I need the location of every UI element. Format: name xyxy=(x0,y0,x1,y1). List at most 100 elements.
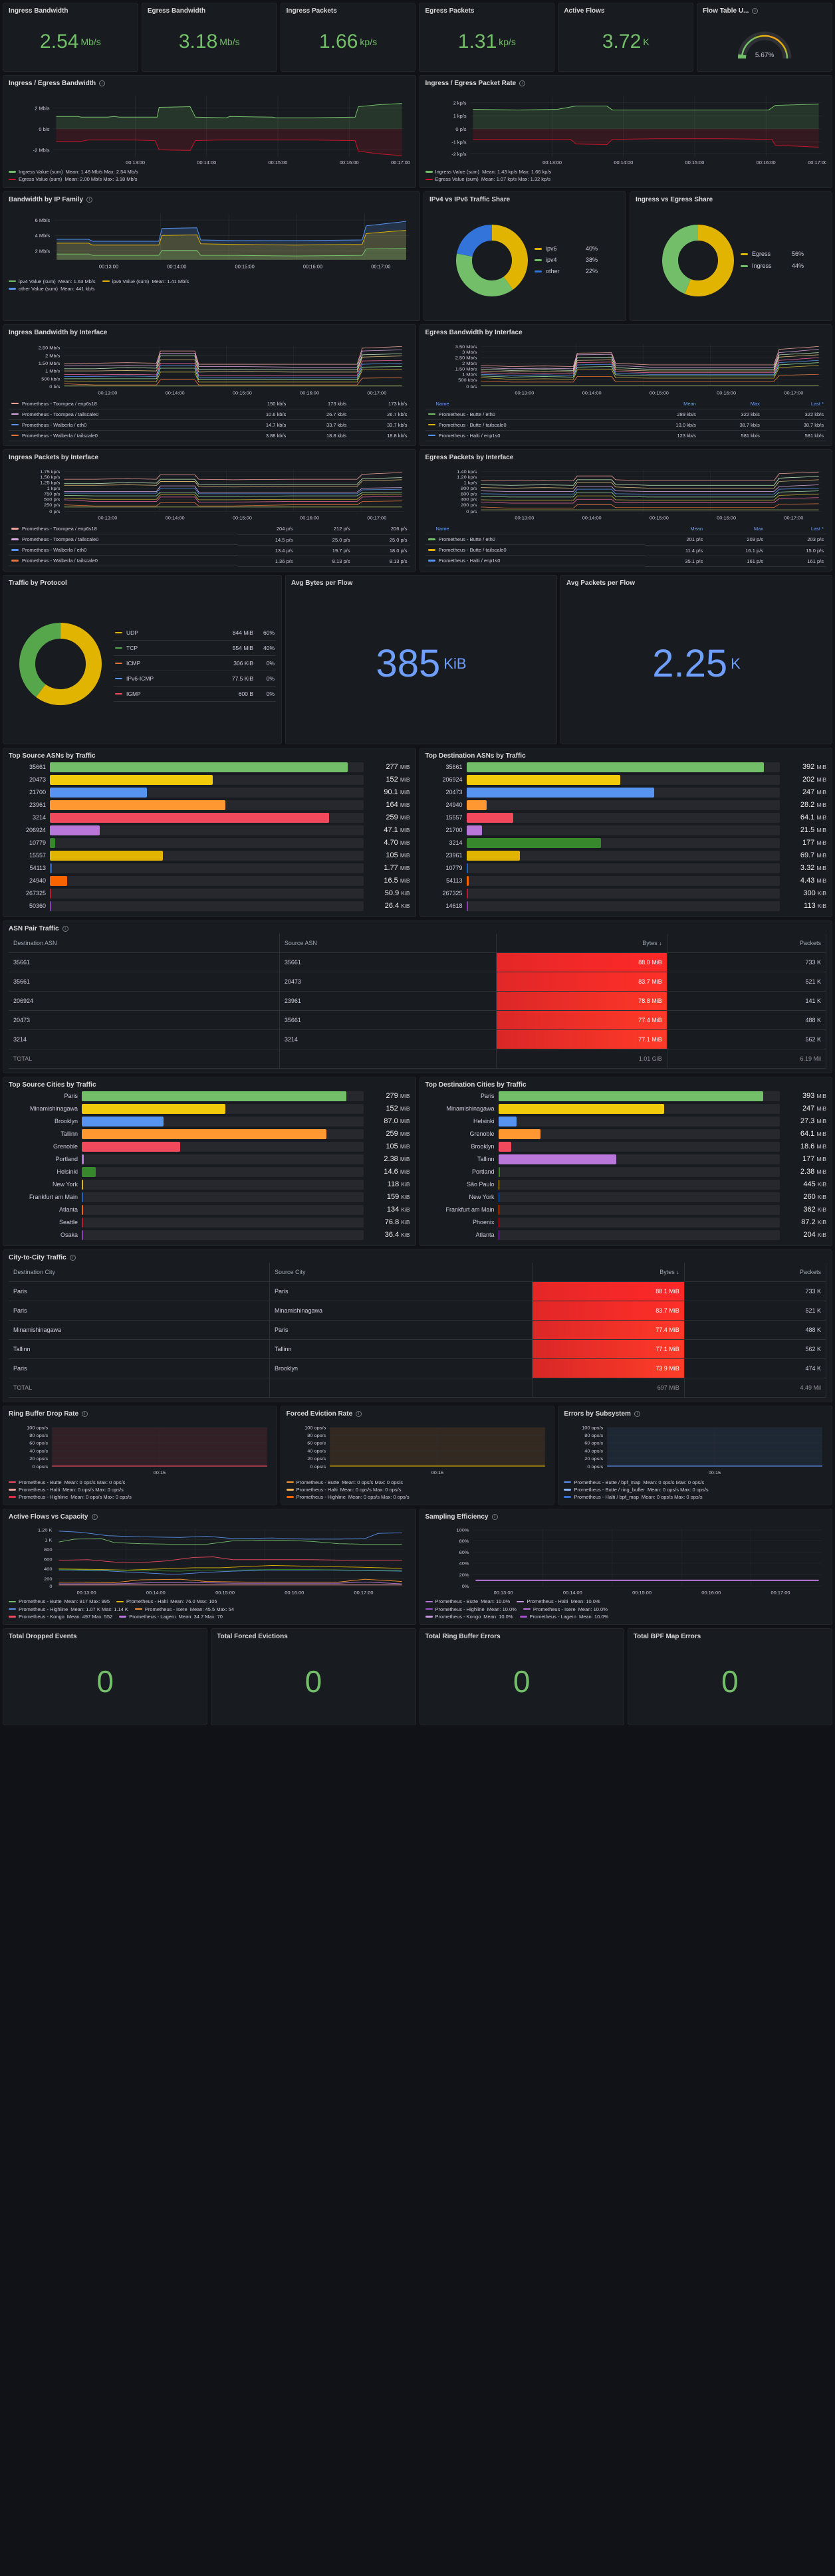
panel-top-source-cities[interactable]: Top Source Cities by Traffic Paris 279 Mi… xyxy=(3,1076,416,1246)
bar-gauge-row[interactable]: Portland 2.38 MiB xyxy=(425,1166,826,1178)
bar-gauge-row[interactable]: Seattle 76.8 KiB xyxy=(9,1216,410,1229)
table-row[interactable]: 35661 35661 88.0 MiB 733 K xyxy=(9,952,827,972)
bar-gauge-row[interactable]: São Paulo 445 KiB xyxy=(425,1178,826,1191)
bar-gauge-row[interactable]: Tallinn 177 MiB xyxy=(425,1153,826,1166)
gauge-panel-flow-table-utilization[interactable]: Flow Table U... i 5.67% xyxy=(697,3,832,72)
legend-col-max[interactable]: Max xyxy=(698,398,763,409)
pie-legend-item[interactable]: Egress 56% xyxy=(741,249,804,260)
protocol-legend-item[interactable]: ICMP 306 KiB 0% xyxy=(114,656,276,671)
legend-item[interactable]: Egress Value (sum) Mean: 1.07 kp/s Max: 1… xyxy=(425,175,550,183)
col-packets[interactable]: Packets xyxy=(684,1262,827,1282)
bar-gauge-row[interactable]: 10779 4.70 MiB xyxy=(9,837,410,849)
legend-table-row[interactable]: Prometheus - Halti / enp1s0 123 kb/s 581 k… xyxy=(425,430,826,441)
legend-item[interactable]: Prometheus - Highline Mean: 0 ops/s Max: … xyxy=(9,1493,132,1501)
pie-legend-item[interactable]: ipv4 38% xyxy=(535,255,598,266)
info-icon[interactable]: i xyxy=(491,1514,498,1521)
bar-gauge-row[interactable]: 23961 69.7 MiB xyxy=(425,849,826,862)
bar-gauge-row[interactable]: 267325 50.9 KiB xyxy=(9,887,410,900)
bar-gauge-row[interactable]: 21700 21.5 MiB xyxy=(425,824,826,837)
stat-panel-total-bpf-map-errors[interactable]: Total BPF Map Errors 0 xyxy=(627,1628,832,1725)
panel-avg-bytes-per-flow[interactable]: Avg Bytes per Flow 385 KiB xyxy=(285,574,557,744)
legend-col-mean[interactable]: Mean xyxy=(645,524,706,534)
table-row[interactable]: 20473 35661 77.4 MiB 488 K xyxy=(9,1010,827,1030)
bar-gauge-row[interactable]: Grenoble 105 MiB xyxy=(9,1140,410,1153)
stat-panel-total-forced-evictions[interactable]: Total Forced Evictions 0 xyxy=(211,1628,416,1725)
bar-gauge-row[interactable]: 15557 64.1 MiB xyxy=(425,811,826,824)
panel-ingress-bandwidth-by-interface[interactable]: Ingress Bandwidth by Interface xyxy=(3,324,416,446)
bar-gauge-row[interactable]: New York 118 KiB xyxy=(9,1178,410,1191)
col-destination-asn[interactable]: Destination ASN xyxy=(9,933,280,953)
bar-gauge-row[interactable]: Tallinn 259 MiB xyxy=(9,1128,410,1140)
legend-table-row[interactable]: Prometheus - Toompea / tailscale0 14.5 p/… xyxy=(9,534,410,546)
legend-item[interactable]: Prometheus - Halti Mean: 76.0 Max: 105 xyxy=(116,1598,217,1605)
legend-table-row[interactable]: Prometheus - Butte / tailscale0 13.0 kb/s… xyxy=(425,419,826,431)
panel-sampling-efficiency[interactable]: Sampling Efficiency i 100% 80% 60% 40% 2… xyxy=(419,1509,832,1625)
panel-forced-eviction-rate[interactable]: Forced Eviction Rate i 100 ops/s 80 ops/… xyxy=(280,1405,555,1506)
legend-table-row[interactable]: Prometheus - Butte / tailscale0 11.4 p/s 1… xyxy=(425,545,826,556)
legend-item[interactable]: Prometheus - Butte / ring_buffer Mean: 0 … xyxy=(564,1486,709,1493)
bar-gauge-row[interactable]: 21700 90.1 MiB xyxy=(9,786,410,799)
stat-panel-total-ring-buffer-errors[interactable]: Total Ring Buffer Errors 0 xyxy=(419,1628,624,1725)
bar-gauge-row[interactable]: Frankfurt am Main 159 KiB xyxy=(9,1191,410,1204)
info-icon[interactable]: i xyxy=(356,1410,362,1417)
table-row[interactable]: 35661 20473 83.7 MiB 521 K xyxy=(9,972,827,992)
protocol-legend-item[interactable]: IPv6-ICMP 77.5 KiB 0% xyxy=(114,671,276,687)
col-source-asn[interactable]: Source ASN xyxy=(279,933,497,953)
col-bytes[interactable]: Bytes ↓ xyxy=(532,1262,685,1282)
legend-item[interactable]: Prometheus - Kongo Mean: 497 Max: 552 xyxy=(9,1613,112,1620)
protocol-legend-item[interactable]: UDP 844 MiB 60% xyxy=(114,625,276,641)
legend-item[interactable]: Prometheus - Highline Mean: 10.0% xyxy=(425,1606,517,1613)
table-row[interactable]: Tallinn Tallinn 77.1 MiB 562 K xyxy=(9,1339,827,1359)
bar-gauge-row[interactable]: New York 260 KiB xyxy=(425,1191,826,1204)
legend-item[interactable]: Prometheus - Isere Mean: 10.0% xyxy=(523,1606,608,1613)
legend-item[interactable]: Prometheus - Butte Mean: 917 Max: 995 xyxy=(9,1598,110,1605)
bar-gauge-row[interactable]: 54113 1.77 MiB xyxy=(9,862,410,875)
panel-top-destination-asns[interactable]: Top Destination ASNs by Traffic 35661 392… xyxy=(419,747,832,917)
bar-gauge-row[interactable]: Grenoble 64.1 MiB xyxy=(425,1128,826,1140)
bar-gauge-row[interactable]: 3214 177 MiB xyxy=(425,837,826,849)
legend-item[interactable]: Prometheus - Butte / bpf_map Mean: 0 ops/… xyxy=(564,1479,704,1486)
bar-gauge-row[interactable]: Paris 393 MiB xyxy=(425,1090,826,1103)
legend-item[interactable]: Prometheus - Butte Mean: 0 ops/s Max: 0 o… xyxy=(286,1479,403,1486)
panel-avg-packets-per-flow[interactable]: Avg Packets per Flow 2.25 K xyxy=(560,574,832,744)
bar-gauge-row[interactable]: 50360 26.4 KiB xyxy=(9,900,410,912)
protocol-legend-item[interactable]: TCP 554 MiB 40% xyxy=(114,641,276,656)
panel-bandwidth-by-ip-family[interactable]: Bandwidth by IP Family i 6 Mb/s 4 Mb/s xyxy=(3,191,420,321)
pie-legend-item[interactable]: ipv6 40% xyxy=(535,243,598,255)
bar-gauge-row[interactable]: Helsinki 14.6 MiB xyxy=(9,1166,410,1178)
bar-gauge-row[interactable]: Brooklyn 87.0 MiB xyxy=(9,1115,410,1128)
legend-table-row[interactable]: Prometheus - Butte / eth0 201 p/s 203 p/s 2… xyxy=(425,534,826,546)
bar-gauge-row[interactable]: 3214 259 MiB xyxy=(9,811,410,824)
legend-item[interactable]: other Value (sum) Mean: 441 kb/s xyxy=(9,285,94,292)
info-icon[interactable]: i xyxy=(752,8,759,14)
table-row[interactable]: Paris Minamishinagawa 83.7 MiB 521 K xyxy=(9,1301,827,1321)
panel-ingress-egress-packet-rate[interactable]: Ingress / Egress Packet Rate i 2 kp/s 1 … xyxy=(419,75,832,188)
panel-errors-by-subsystem[interactable]: Errors by Subsystem i 100 ops/s 80 ops/s… xyxy=(558,1405,833,1506)
col-source-city[interactable]: Source City xyxy=(269,1262,533,1282)
bar-gauge-row[interactable]: 206924 202 MiB xyxy=(425,774,826,786)
bar-gauge-row[interactable]: 23961 164 MiB xyxy=(9,799,410,811)
bar-gauge-row[interactable]: 35661 277 MiB xyxy=(9,761,410,774)
stat-panel-ingress-packets[interactable]: Ingress Packets 1.66 kp/s xyxy=(280,3,416,72)
legend-table-row[interactable]: Prometheus - Toompea / enp6s18 150 kb/s 17… xyxy=(9,398,410,409)
legend-item[interactable]: Prometheus - Halti Mean: 0 ops/s Max: 0 o… xyxy=(286,1486,402,1493)
stat-panel-active-flows[interactable]: Active Flows 3.72 K xyxy=(558,3,694,72)
info-icon[interactable]: i xyxy=(86,196,93,203)
panel-asn-pair-traffic[interactable]: ASN Pair Traffic i Destination ASN Sourc… xyxy=(3,920,832,1073)
protocol-legend-item[interactable]: IGMP 600 B 0% xyxy=(114,687,276,702)
info-icon[interactable]: i xyxy=(62,925,68,932)
legend-item[interactable]: Prometheus - Lagern Mean: 10.0% xyxy=(519,1613,608,1620)
info-icon[interactable]: i xyxy=(91,1514,98,1521)
table-row[interactable]: Paris Brooklyn 73.9 MiB 474 K xyxy=(9,1358,827,1378)
panel-ring-buffer-drop-rate[interactable]: Ring Buffer Drop Rate i 100 ops/s 80 ops… xyxy=(3,1405,277,1506)
bar-gauge-row[interactable]: 20473 247 MiB xyxy=(425,786,826,799)
bar-gauge-row[interactable]: Phoenix 87.2 KiB xyxy=(425,1216,826,1229)
bar-gauge-row[interactable]: Atlanta 204 KiB xyxy=(425,1229,826,1241)
bar-gauge-row[interactable]: 54113 4.43 MiB xyxy=(425,875,826,887)
col-bytes[interactable]: Bytes ↓ xyxy=(496,933,667,953)
legend-table-row[interactable]: Prometheus - Walberla / tailscale0 1.36 p… xyxy=(9,556,410,567)
bar-gauge-row[interactable]: 15557 105 MiB xyxy=(9,849,410,862)
bar-gauge-row[interactable]: Osaka 36.4 KiB xyxy=(9,1229,410,1241)
panel-ingress-packets-by-interface[interactable]: Ingress Packets by Interface xyxy=(3,449,416,572)
panel-active-flows-vs-capacity[interactable]: Active Flows vs Capacity i xyxy=(3,1509,416,1625)
